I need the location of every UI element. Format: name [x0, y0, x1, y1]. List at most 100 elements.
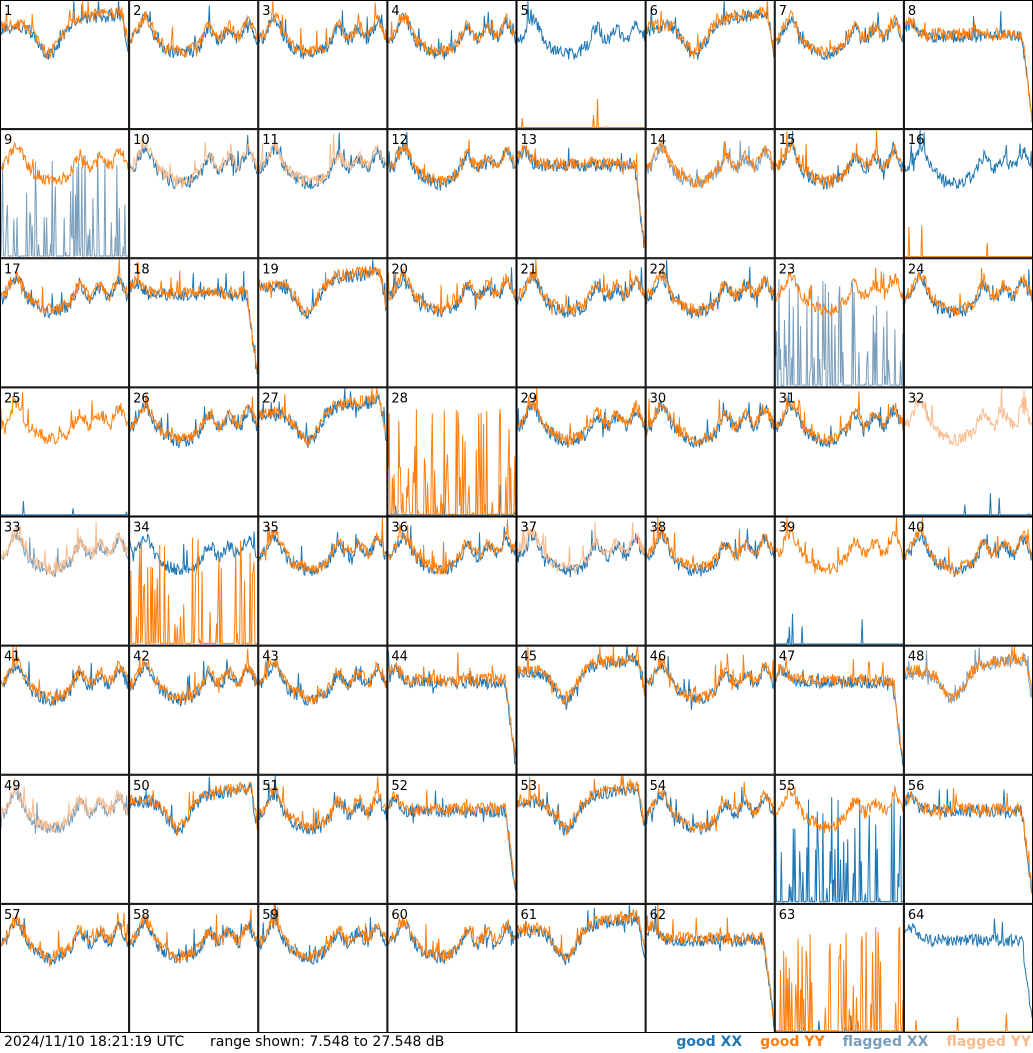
trace-22-xx [646, 259, 775, 319]
panel-30: 30 [645, 387, 775, 517]
panel-number: 31 [779, 391, 796, 406]
panel-57: 57 [0, 903, 130, 1033]
panel-frame [387, 774, 517, 904]
panel-frame [0, 129, 130, 259]
panel-number: 40 [908, 521, 925, 536]
trace-42-yy [129, 648, 258, 705]
trace-28-xx [388, 484, 516, 516]
panel-25: 25 [0, 387, 130, 517]
panel-34: 34 [129, 516, 259, 646]
trace-26-yy [129, 394, 258, 444]
panel-63: 63 [774, 903, 904, 1033]
trace-63-yy [775, 926, 904, 1033]
panel-number: 44 [391, 650, 408, 665]
range-text: range shown: 7.548 to 27.548 dB [210, 1034, 445, 1050]
panel-31: 31 [774, 387, 904, 517]
trace-22-yy [646, 269, 775, 317]
trace-21-yy [517, 259, 646, 316]
trace-17-yy [0, 259, 129, 315]
panel-frame [129, 903, 259, 1033]
panel-number: 63 [779, 908, 796, 923]
panel-number: 37 [521, 521, 538, 536]
trace-37-xx [517, 530, 646, 578]
trace-13-yy [517, 144, 646, 244]
panel-12: 12 [387, 129, 517, 259]
panel-26: 26 [129, 387, 259, 517]
panel-frame [0, 774, 130, 904]
panel-44: 44 [387, 645, 517, 775]
panel-number: 12 [391, 133, 408, 148]
panel-number: 29 [521, 391, 538, 406]
panel-number: 6 [650, 4, 658, 19]
panel-2: 2 [129, 0, 259, 130]
panel-32: 32 [903, 387, 1033, 517]
trace-5-yy [517, 98, 645, 128]
panel-39: 39 [774, 516, 904, 646]
panel-24: 24 [903, 258, 1033, 388]
panel-36: 36 [387, 516, 517, 646]
trace-10-xx [129, 134, 258, 189]
trace-2-xx [129, 5, 258, 59]
trace-24-yy [904, 268, 1033, 317]
trace-30-yy [646, 398, 775, 447]
panel-frame [0, 516, 130, 646]
panel-frame [387, 387, 517, 517]
panel-number: 2 [133, 4, 141, 19]
panel-20: 20 [387, 258, 517, 388]
panel-frame [645, 387, 775, 517]
legend: good XX good YY flagged XX flagged YY [676, 1034, 1031, 1050]
trace-19-yy [258, 266, 387, 317]
trace-7-yy [775, 9, 904, 58]
trace-2-yy [129, 10, 258, 58]
panel-51: 51 [258, 774, 388, 904]
panel-number: 22 [650, 262, 667, 277]
trace-42-xx [129, 659, 258, 708]
trace-14-yy [646, 140, 775, 189]
panel-number: 55 [779, 779, 796, 794]
panel-frame [387, 645, 517, 775]
trace-18-xx [129, 271, 258, 375]
trace-12-yy [387, 139, 516, 187]
panel-frame [258, 0, 388, 130]
panel-number: 41 [4, 650, 21, 665]
panel-33: 33 [0, 516, 130, 646]
trace-31-yy [775, 391, 904, 445]
panel-number: 46 [650, 650, 667, 665]
panel-37: 37 [516, 516, 646, 646]
panel-number: 38 [650, 521, 667, 536]
panel-17: 17 [0, 258, 130, 388]
trace-15-yy [775, 130, 904, 190]
panel-22: 22 [645, 258, 775, 388]
panel-50: 50 [129, 774, 259, 904]
panel-15: 15 [774, 129, 904, 259]
trace-10-yy [129, 134, 258, 188]
panel-frame [0, 645, 130, 775]
panel-frame [387, 0, 517, 130]
panel-number: 23 [779, 262, 796, 277]
legend-flagged-yy: flagged YY [946, 1034, 1031, 1050]
panel-frame [387, 903, 517, 1033]
trace-46-yy [646, 653, 775, 704]
panel-number: 58 [133, 908, 150, 923]
panel-number: 9 [4, 133, 12, 148]
panel-number: 4 [391, 4, 399, 19]
panel-number: 49 [4, 779, 21, 794]
panel-64: 64 [903, 903, 1033, 1033]
panel-frame [516, 903, 646, 1033]
panel-frame [387, 129, 517, 259]
panel-1: 1 [0, 0, 130, 130]
trace-55-yy [775, 785, 904, 834]
trace-39-xx [775, 613, 903, 645]
panel-number: 47 [779, 650, 796, 665]
trace-63-xx [775, 1015, 903, 1032]
trace-57-yy [0, 912, 129, 967]
panel-14: 14 [645, 129, 775, 259]
panel-frame [903, 903, 1033, 1033]
panel-frame [258, 258, 388, 388]
panel-frame [645, 516, 775, 646]
trace-61-xx [517, 904, 646, 966]
trace-47-yy [775, 657, 904, 757]
panel-frame [645, 645, 775, 775]
panel-frame [774, 516, 904, 646]
panel-38: 38 [645, 516, 775, 646]
